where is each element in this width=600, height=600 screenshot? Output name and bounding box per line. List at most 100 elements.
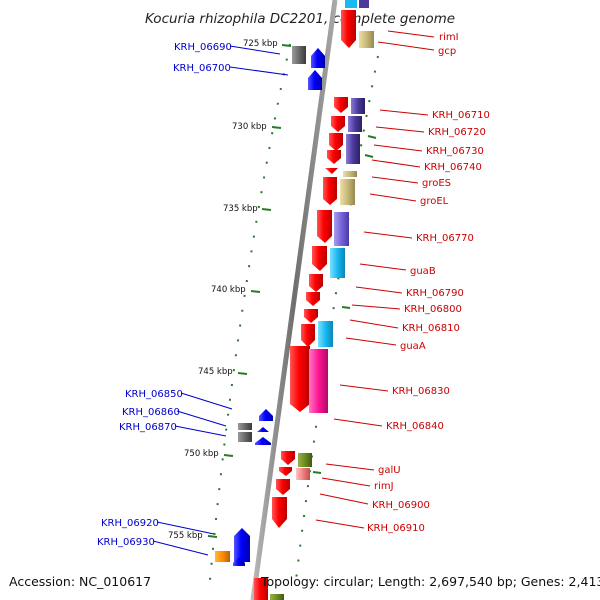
- gene-arrow: [317, 210, 332, 243]
- kbp-label: 735 kbp: [223, 204, 258, 214]
- gene-arrow: [272, 497, 287, 528]
- gene-label[interactable]: KRH_06690: [174, 42, 232, 53]
- category-block: [330, 248, 345, 278]
- gene-arrow: [306, 292, 320, 306]
- gene-arrow: [325, 168, 338, 174]
- category-block: [334, 212, 349, 246]
- kbp-label: 750 kbp: [184, 449, 219, 459]
- gene-label[interactable]: galU: [378, 465, 401, 476]
- kbp-label: 730 kbp: [232, 122, 267, 132]
- gene-label[interactable]: KRH_06800: [404, 304, 462, 315]
- gene-arrow: [329, 133, 343, 151]
- gene-label[interactable]: KRH_06850: [125, 389, 183, 400]
- gene-arrow: [308, 70, 322, 90]
- kbp-label: 740 kbp: [211, 285, 246, 295]
- gene-arrow: [259, 409, 273, 421]
- kbp-label: 755 kbp: [168, 531, 203, 541]
- kbp-tick: [207, 535, 218, 538]
- category-block: [270, 594, 284, 600]
- gene-arrow: [341, 10, 356, 48]
- kbp-tick: [250, 290, 261, 293]
- gene-label[interactable]: KRH_06730: [426, 146, 484, 157]
- gene-label[interactable]: KRH_06930: [97, 537, 155, 548]
- gene-label[interactable]: rimJ: [374, 481, 394, 492]
- gene-arrow: [323, 177, 337, 205]
- category-block: [309, 349, 328, 413]
- category-block: [346, 134, 360, 164]
- gene-arrow: [290, 346, 310, 412]
- gene-arrow: [304, 309, 318, 323]
- gene-arrow: [331, 116, 345, 132]
- kbp-label: 745 kbp: [198, 367, 233, 377]
- gene-label[interactable]: KRH_06720: [428, 127, 486, 138]
- gene-label[interactable]: KRH_06740: [424, 162, 482, 173]
- category-block: [215, 551, 230, 562]
- minus-leaders: [152, 45, 289, 556]
- minus-labels: KRH_06690 KRH_06700 KRH_06850 KRH_06860 …: [97, 42, 232, 548]
- gene-label[interactable]: guaA: [400, 341, 426, 352]
- accession-text: Accession: NC_010617: [9, 574, 151, 589]
- category-block: [359, 31, 374, 48]
- gene-arrow: [281, 451, 295, 465]
- gene-arrow: [279, 467, 292, 476]
- gene-label[interactable]: KRH_06920: [101, 518, 159, 529]
- genome-backbone: [250, 0, 338, 600]
- gene-arrow: [301, 324, 315, 347]
- gene-label[interactable]: guaB: [410, 266, 436, 277]
- gene-arrow: [311, 48, 325, 68]
- gene-label[interactable]: KRH_06770: [416, 233, 474, 244]
- gene-arrow: [255, 437, 271, 445]
- plus-labels: rimI gcp KRH_06710 KRH_06720 KRH_06730 K…: [367, 32, 490, 534]
- map-title: Kocuria rhizophila DC2201, complete geno…: [145, 11, 455, 27]
- gene-label[interactable]: KRH_06810: [402, 323, 460, 334]
- gene-label[interactable]: KRH_06910: [367, 523, 425, 534]
- plus-strand-genes: [254, 10, 356, 600]
- category-block: [348, 116, 362, 132]
- gene-label[interactable]: KRH_06840: [386, 421, 444, 432]
- gene-arrow: [334, 97, 348, 113]
- gene-label[interactable]: groEL: [420, 196, 449, 207]
- gene-label[interactable]: KRH_06860: [122, 407, 180, 418]
- category-block: [292, 46, 306, 64]
- gene-arrow: [276, 479, 290, 495]
- kbp-label: 725 kbp: [243, 39, 278, 49]
- gene-arrow: [234, 528, 250, 562]
- category-block: [351, 98, 365, 114]
- gene-label[interactable]: KRH_06870: [119, 422, 177, 433]
- minus-strand-genes: [215, 46, 325, 566]
- gene-label[interactable]: groES: [422, 178, 451, 189]
- gene-label[interactable]: KRH_06830: [392, 386, 450, 397]
- gene-arrow: [312, 246, 327, 271]
- gene-label[interactable]: KRH_06900: [372, 500, 430, 511]
- gene-arrow: [309, 274, 323, 292]
- gene-arrow: [327, 150, 341, 164]
- gene-arrow: [254, 578, 268, 600]
- category-block: [340, 179, 355, 205]
- category-block: [238, 432, 252, 442]
- gene-arrow: [233, 557, 245, 566]
- gene-label[interactable]: KRH_06790: [406, 288, 464, 299]
- kbp-tick: [281, 44, 292, 47]
- minor-ticks: [312, 135, 377, 474]
- kbp-tick: [223, 454, 234, 457]
- gene-label[interactable]: KRH_06710: [432, 110, 490, 121]
- category-block: [296, 468, 310, 480]
- gene-label[interactable]: KRH_06700: [173, 63, 231, 74]
- gene-arrow: [257, 427, 269, 432]
- category-block: [298, 453, 312, 467]
- category-blocks: [270, 31, 374, 600]
- gene-fragment-top: [359, 0, 369, 8]
- plus-leaders: [315, 30, 435, 529]
- category-block: [238, 423, 252, 430]
- category-block: [318, 321, 333, 347]
- kbp-tick: [261, 208, 272, 211]
- gene-label[interactable]: gcp: [438, 46, 456, 57]
- gene-label[interactable]: rimI: [439, 32, 459, 43]
- kbp-tick: [237, 372, 248, 375]
- kbp-scale: 725 kbp 730 kbp 735 kbp 740 kbp 745 kbp …: [168, 39, 292, 541]
- kbp-tick: [271, 126, 282, 129]
- tick-ring-right: [295, 55, 379, 581]
- genome-summary-text: Topology: circular; Length: 2,697,540 bp…: [260, 574, 600, 589]
- category-block: [343, 171, 357, 177]
